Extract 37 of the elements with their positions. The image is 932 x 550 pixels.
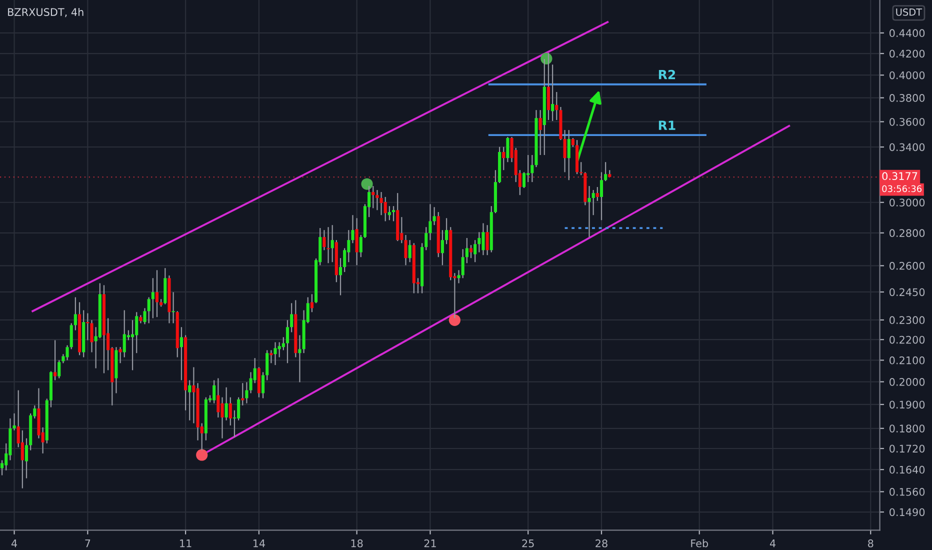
y-tick-label: 0.1490 bbox=[890, 508, 925, 516]
y-tick-label: 0.2200 bbox=[890, 336, 925, 344]
y-tick-label: 0.1640 bbox=[890, 466, 925, 474]
x-tick-label: 28 bbox=[596, 539, 608, 548]
y-tick-label: 0.1900 bbox=[890, 400, 925, 409]
x-tick-label: 11 bbox=[180, 540, 192, 548]
x-tick-label: 25 bbox=[522, 539, 534, 548]
y-tick-label: 0.4200 bbox=[890, 50, 925, 58]
x-tick-label: 21 bbox=[424, 539, 436, 548]
y-tick-label: 0.2000 bbox=[890, 378, 925, 386]
series-label: R2 bbox=[658, 70, 676, 80]
y-tick-label: 0.1720 bbox=[890, 444, 925, 453]
y-tick-label: 0.2300 bbox=[890, 316, 925, 324]
x-tick-label: 4 bbox=[770, 540, 776, 548]
y-tick-label: 0.4000 bbox=[890, 71, 925, 80]
text: 03:56:36 bbox=[882, 185, 922, 192]
x-tick-label: 18 bbox=[351, 539, 363, 548]
text: BZRXUSDT, 4h bbox=[8, 8, 84, 18]
x-tick-label: Feb bbox=[691, 539, 708, 548]
y-tick-label: 0.1800 bbox=[890, 424, 925, 432]
y-tick-label: 0.2450 bbox=[890, 288, 925, 296]
y-tick-label: 0.3600 bbox=[890, 118, 925, 126]
y-tick-label: 0.4400 bbox=[890, 29, 925, 38]
x-tick-label: 8 bbox=[868, 539, 874, 548]
y-tick-label: 0.3400 bbox=[890, 143, 925, 152]
x-tick-label: 7 bbox=[85, 540, 90, 548]
x-tick-label: 14 bbox=[253, 540, 265, 548]
series-label: R1 bbox=[658, 120, 676, 130]
x-tick-label: 4 bbox=[11, 540, 17, 548]
y-tick-label: 0.2100 bbox=[890, 356, 925, 364]
y-tick-label: 0.2800 bbox=[890, 229, 925, 238]
ref-line-label: 0.3177 bbox=[882, 172, 918, 180]
y-tick-label: 0.3800 bbox=[890, 94, 925, 102]
y-tick-label: 0.2600 bbox=[890, 262, 925, 270]
y-tick-label: 0.3000 bbox=[890, 198, 925, 206]
y-tick-label: 0.1560 bbox=[890, 488, 925, 496]
y-axis-title: USDT bbox=[896, 8, 922, 16]
